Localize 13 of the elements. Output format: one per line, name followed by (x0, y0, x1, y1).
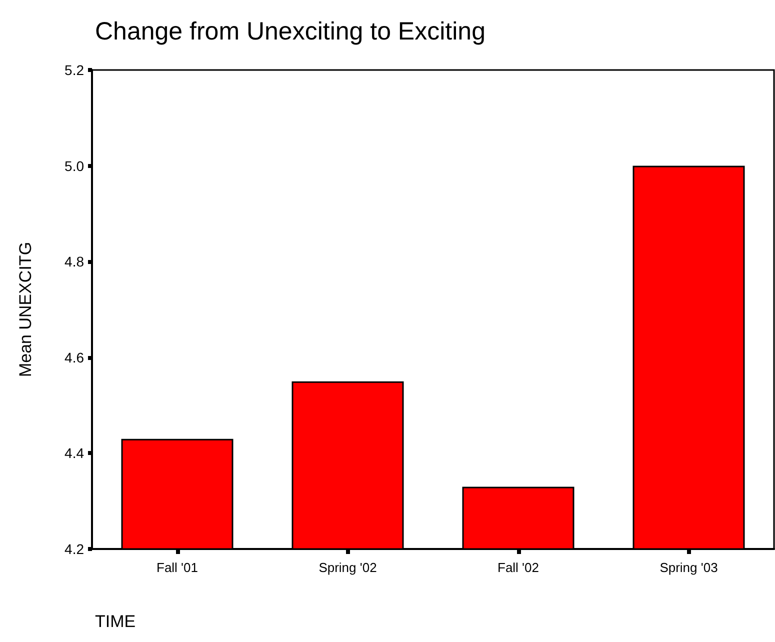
y-tick-label: 4.2 (64, 541, 84, 557)
y-axis-title: Mean UNEXCITG (16, 242, 35, 378)
x-tick-label: Spring '03 (660, 560, 718, 575)
y-tick-label: 5.2 (64, 62, 84, 78)
y-tick-label: 4.4 (64, 445, 84, 462)
x-tick-label: Spring '02 (318, 560, 377, 575)
x-tick-label: Fall '02 (497, 560, 540, 575)
y-tick-label: 4.6 (64, 349, 84, 366)
y-tick-label: 4.8 (64, 254, 84, 270)
chart-title: Change from Unexciting to Exciting (95, 18, 486, 46)
x-axis-title: TIME (95, 612, 136, 631)
x-tick-label: Fall '01 (156, 560, 198, 575)
y-tick-label: 5.0 (64, 158, 84, 174)
